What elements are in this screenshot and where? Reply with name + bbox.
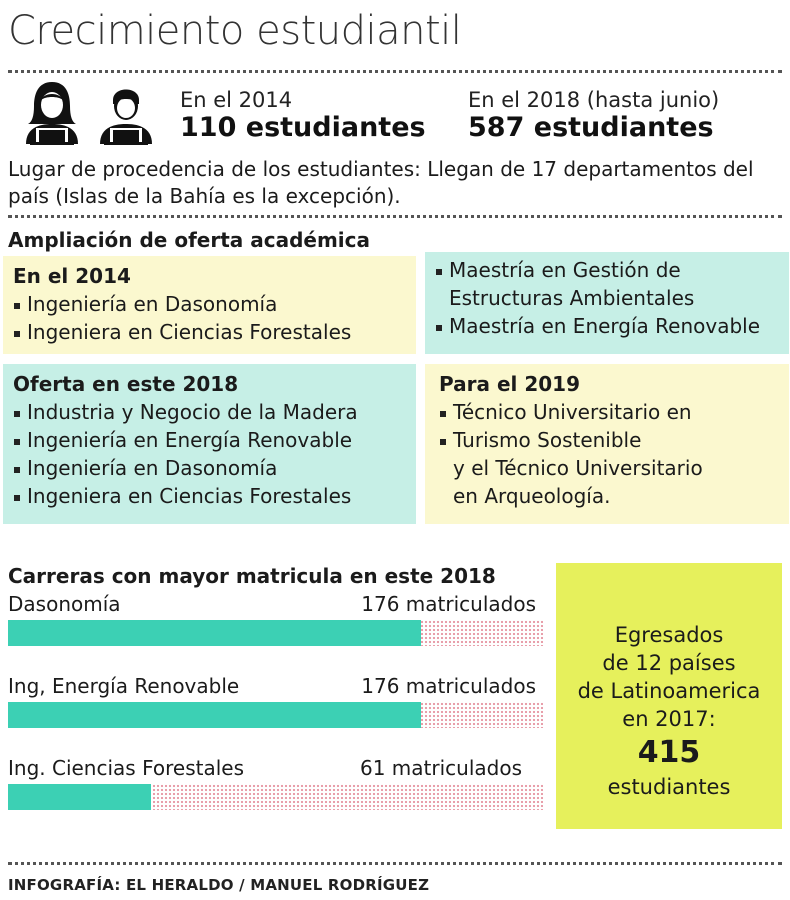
bar-count: 176 matriculados: [361, 592, 536, 616]
bar-fill: [8, 784, 151, 810]
bar-label: Dasonomía: [8, 592, 121, 616]
bar-track: [8, 620, 543, 646]
list-item: en Arqueología.: [453, 484, 611, 508]
list-item: Maestría en Gestión de: [435, 256, 779, 284]
bar-fill: [8, 620, 421, 646]
egresados-line: de 12 países: [602, 651, 736, 675]
egresados-unit: estudiantes: [607, 775, 731, 799]
egresados-line: Egresados: [614, 623, 724, 647]
list-item: Turismo Sostenible: [439, 426, 779, 454]
bar-label: Ing, Energía Renovable: [8, 674, 240, 698]
stat-2014-label: En el 2014: [180, 88, 293, 112]
origin-text: Lugar de procedencia de los estudiantes:…: [8, 157, 754, 208]
divider: [8, 70, 782, 73]
female-student-icon: [26, 82, 78, 145]
egresados-line: de Latinoamerica: [577, 679, 761, 703]
stat-2018-value: 587 estudiantes: [468, 112, 714, 143]
list-item: Industria y Negocio de la Madera: [13, 398, 406, 426]
bar-label: Ing. Ciencias Forestales: [8, 756, 244, 780]
bar-track: [8, 784, 543, 810]
stat-2018-label: En el 2018 (hasta junio): [468, 88, 720, 112]
divider: [8, 215, 782, 218]
list-item: Ingeniería en Dasonomía: [13, 290, 406, 318]
list-item: Estructuras Ambientales: [449, 286, 695, 310]
divider: [8, 862, 782, 865]
list-item: y el Técnico Universitario: [453, 456, 703, 480]
bar-fill: [8, 702, 421, 728]
list-item: Maestría en Energía Renovable: [435, 312, 779, 340]
box-oferta-2014: En el 2014 Ingeniería en Dasonomía Ingen…: [3, 256, 416, 354]
page-title: Crecimiento estudiantil: [8, 8, 462, 54]
list-item: Técnico Universitario en: [439, 398, 779, 426]
box-title: En el 2014: [13, 264, 131, 288]
box-maestrias: Maestría en Gestión de Estructuras Ambie…: [425, 252, 789, 354]
list-item: Ingeniera en Ciencias Forestales: [13, 482, 406, 510]
box-oferta-2019: Para el 2019 Técnico Universitario en Tu…: [425, 364, 789, 524]
list-item: Ingeniería en Energía Renovable: [13, 426, 406, 454]
carreras-heading: Carreras con mayor matricula en este 201…: [8, 564, 496, 588]
male-student-icon: [100, 89, 152, 145]
egresados-box: Egresados de 12 países de Latinoamerica …: [556, 563, 782, 829]
box-title: Oferta en este 2018: [13, 372, 239, 396]
list-item: Ingeniera en Ciencias Forestales: [13, 318, 406, 346]
egresados-line: en 2017:: [622, 707, 716, 731]
bar-track: [8, 702, 543, 728]
stat-2014-value: 110 estudiantes: [180, 112, 426, 143]
oferta-heading: Ampliación de oferta académica: [8, 228, 371, 252]
bar-count: 61 matriculados: [359, 756, 522, 780]
box-oferta-2018: Oferta en este 2018 Industria y Negocio …: [3, 364, 416, 524]
bar-count: 176 matriculados: [361, 674, 536, 698]
credit-text: INFOGRAFÍA: EL HERALDO / MANUEL RODRÍGUE…: [8, 876, 430, 894]
list-item: Ingeniería en Dasonomía: [13, 454, 406, 482]
box-title: Para el 2019: [439, 372, 580, 396]
egresados-number: 415: [637, 735, 701, 770]
